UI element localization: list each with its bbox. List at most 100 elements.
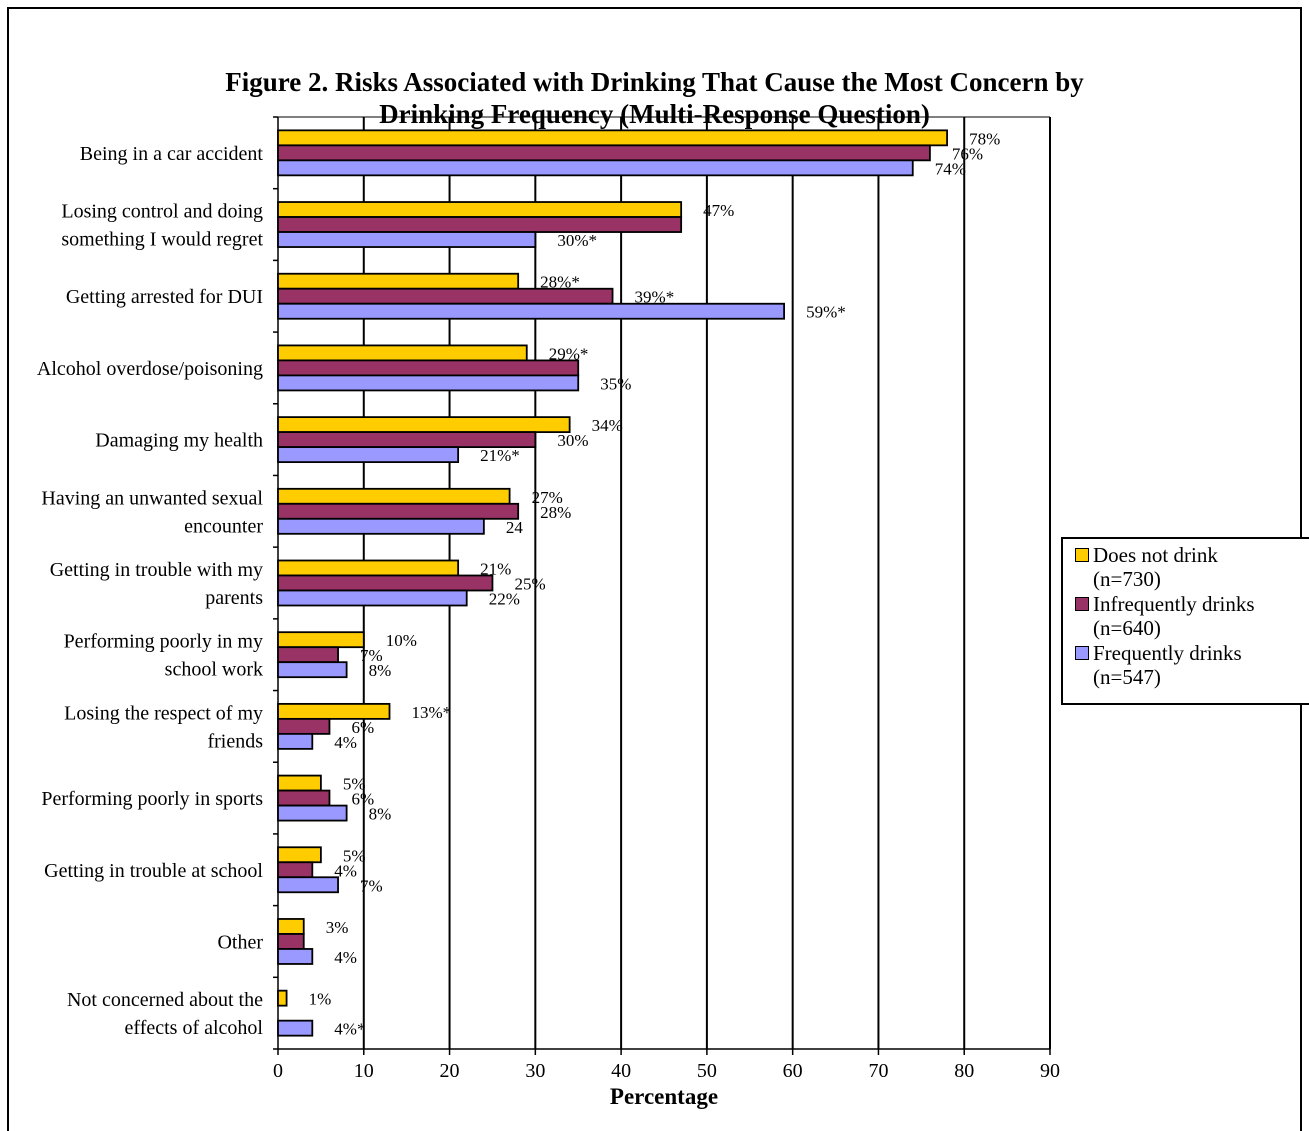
legend-label: Does not drink (n=730) — [1093, 543, 1218, 591]
bar — [277, 989, 288, 1007]
data-label: 76% — [952, 144, 983, 163]
data-label: 4%* — [334, 1020, 365, 1039]
category-label: encounter — [184, 515, 263, 537]
chart-title-line-1: Figure 2. Risks Associated with Drinking… — [225, 67, 1084, 97]
data-label: 74% — [935, 159, 966, 178]
legend-swatch — [1075, 597, 1089, 611]
category-label: school work — [165, 659, 263, 681]
bar — [277, 661, 348, 679]
legend-label: Infrequently drinks (n=640) — [1093, 592, 1255, 640]
bar — [277, 359, 580, 377]
bar — [277, 1019, 314, 1037]
bar — [277, 876, 339, 894]
bar — [277, 517, 485, 535]
legend-item: Frequently drinks (n=547) — [1075, 641, 1309, 689]
data-label: 29%* — [549, 344, 589, 363]
category-label: Damaging my health — [95, 430, 263, 452]
x-axis-title: Percentage — [610, 1084, 718, 1109]
data-label: 10% — [386, 631, 417, 650]
category-label: Other — [217, 931, 263, 953]
bar — [277, 574, 494, 592]
data-label: 5% — [343, 846, 366, 865]
data-label: 21%* — [480, 446, 520, 465]
data-label: 25% — [514, 575, 545, 594]
x-tick-label: 70 — [868, 1060, 888, 1082]
category-label: something I would regret — [61, 229, 263, 251]
category-label: Losing the respect of my — [64, 702, 263, 724]
data-label: 4% — [334, 733, 357, 752]
data-label: 28%* — [540, 273, 580, 292]
bar — [277, 201, 683, 218]
category-label: Being in a car accident — [80, 143, 264, 165]
category-label: Performing poorly in my — [64, 631, 263, 653]
bar — [277, 216, 683, 233]
bar — [277, 918, 305, 935]
data-label: 59%* — [806, 303, 846, 322]
data-label: 3% — [326, 918, 349, 937]
legend: Does not drink (n=730) Infrequently drink… — [1061, 537, 1309, 705]
data-label: 4% — [334, 861, 357, 880]
x-tick-label: 80 — [954, 1060, 974, 1082]
bar — [277, 159, 914, 177]
chart-title-line-2: Drinking Frequency (Multi-Response Quest… — [379, 99, 930, 129]
bar — [277, 416, 571, 434]
bar — [277, 302, 785, 320]
bar — [277, 933, 305, 950]
bar — [277, 446, 460, 464]
category-label: effects of alcohol — [125, 1017, 264, 1039]
category-label: Not concerned about the — [67, 989, 263, 1011]
category-label: Losing control and doing — [61, 201, 263, 223]
data-label: 28% — [540, 503, 571, 522]
x-tick-label: 90 — [1040, 1060, 1060, 1082]
legend-item: Does not drink (n=730) — [1075, 543, 1309, 591]
data-label: 13%* — [412, 703, 452, 722]
bar — [277, 861, 314, 879]
data-label: 47% — [703, 201, 734, 220]
x-tick-label: 60 — [783, 1060, 803, 1082]
data-label: 34% — [592, 416, 623, 435]
category-label: Having an unwanted sexual — [41, 487, 263, 509]
data-label: 7% — [360, 876, 383, 895]
bar — [277, 374, 580, 392]
x-tick-label: 0 — [273, 1060, 283, 1082]
bar — [277, 344, 528, 362]
bar — [277, 589, 468, 607]
data-label: 35% — [600, 374, 631, 393]
x-tick-label: 50 — [697, 1060, 717, 1082]
category-label: Alcohol overdose/poisoning — [37, 358, 263, 380]
legend-swatch — [1075, 646, 1089, 660]
legend-item: Infrequently drinks (n=640) — [1075, 592, 1309, 640]
legend-label: Frequently drinks (n=547) — [1093, 641, 1242, 689]
data-label: 30%* — [557, 231, 597, 250]
bar — [277, 717, 331, 735]
x-tick-label: 40 — [611, 1060, 631, 1082]
bar — [277, 948, 314, 965]
bar — [277, 431, 537, 449]
category-label: Performing poorly in sports — [41, 788, 263, 810]
data-label: 8% — [369, 661, 392, 680]
category-label: Getting arrested for DUI — [66, 286, 263, 308]
bar — [277, 287, 614, 305]
legend-swatch — [1075, 548, 1089, 562]
data-label: 27% — [532, 488, 563, 507]
data-label: 8% — [369, 805, 392, 824]
data-label: 5% — [343, 775, 366, 794]
bar — [277, 502, 520, 520]
data-label: 22% — [489, 590, 520, 609]
bar — [277, 272, 520, 290]
bar — [277, 702, 391, 720]
data-label: 6% — [351, 718, 374, 737]
data-label: 21% — [480, 560, 511, 579]
bar — [277, 559, 460, 577]
x-tick-label: 30 — [525, 1060, 545, 1082]
bar — [277, 846, 322, 864]
data-label: 39%* — [635, 288, 675, 307]
bar — [277, 631, 365, 649]
data-label: 6% — [351, 790, 374, 809]
category-label: Getting in trouble at school — [44, 860, 263, 882]
data-label: 24 — [506, 518, 524, 537]
bar — [277, 231, 537, 248]
bar — [277, 804, 348, 822]
bar — [277, 129, 948, 147]
